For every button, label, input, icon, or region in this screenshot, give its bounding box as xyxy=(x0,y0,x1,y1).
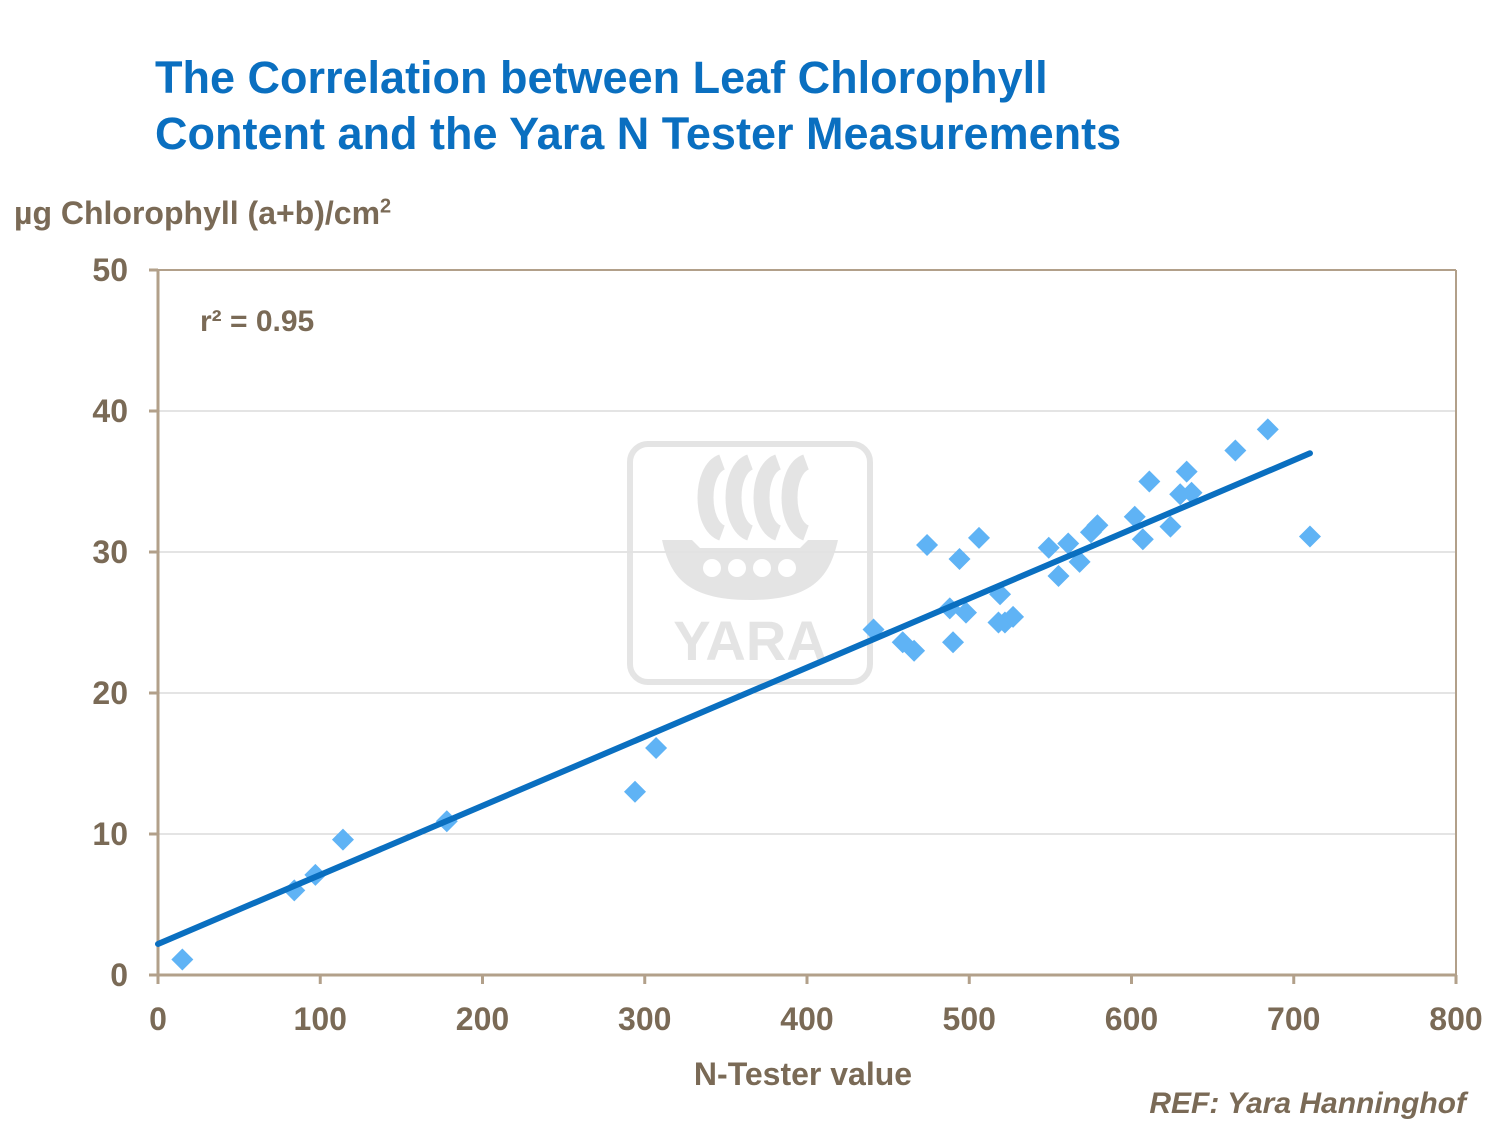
data-point xyxy=(1256,418,1279,441)
data-point xyxy=(1138,470,1161,493)
y-tick-label: 0 xyxy=(110,957,128,993)
data-point xyxy=(948,548,971,571)
data-point xyxy=(916,533,939,556)
chart-title-line-2: Content and the Yara N Tester Measuremen… xyxy=(155,108,1122,159)
y-tick-label: 10 xyxy=(92,816,128,852)
y-tick-label: 20 xyxy=(92,675,128,711)
data-point xyxy=(1175,460,1198,483)
data-points xyxy=(171,418,1321,971)
data-point xyxy=(955,601,978,624)
data-point xyxy=(171,948,194,971)
data-point xyxy=(1037,536,1060,559)
data-point xyxy=(645,736,668,759)
data-point xyxy=(1123,505,1146,528)
yara-viking-ship-logo-icon xyxy=(662,454,838,600)
y-tick-label: 40 xyxy=(92,393,128,429)
data-point xyxy=(1159,515,1182,538)
chart-title-line-1: The Correlation between Leaf Chlorophyll xyxy=(155,52,1048,103)
trendline xyxy=(155,450,1313,947)
x-tick-label: 800 xyxy=(1429,1001,1482,1037)
data-point xyxy=(1047,564,1070,587)
x-tick-label: 0 xyxy=(149,1001,167,1037)
data-point xyxy=(1002,605,1025,628)
y-tick-label: 50 xyxy=(92,252,128,288)
x-tick-label: 600 xyxy=(1105,1001,1158,1037)
reference-note: REF: Yara Hanninghof xyxy=(1149,1087,1466,1120)
data-point xyxy=(1086,514,1109,537)
y-axis-label-text: µg Chlorophyll (a+b)/cm xyxy=(14,195,381,231)
x-tick-label: 300 xyxy=(618,1001,671,1037)
data-point xyxy=(1131,528,1154,551)
data-point xyxy=(331,828,354,851)
logo-wordmark: YARA xyxy=(673,609,827,672)
x-tick-label: 700 xyxy=(1267,1001,1320,1037)
logo-frame xyxy=(627,441,873,685)
y-axis-label: µg Chlorophyll (a+b)/cm2 xyxy=(14,195,391,232)
data-point xyxy=(903,639,926,662)
axes xyxy=(149,268,1458,984)
trendline-group xyxy=(155,450,1313,947)
x-tick-label: 400 xyxy=(780,1001,833,1037)
x-tick-label: 200 xyxy=(456,1001,509,1037)
data-point xyxy=(1057,532,1080,555)
x-axis-label: N-Tester value xyxy=(694,1056,912,1092)
data-point xyxy=(624,780,647,803)
x-tick-label: 100 xyxy=(294,1001,347,1037)
data-point xyxy=(1298,525,1321,548)
chart-title: The Correlation between Leaf Chlorophyll… xyxy=(155,50,1121,162)
y-axis-label-superscript: 2 xyxy=(380,195,392,218)
data-point xyxy=(1224,439,1247,462)
y-tick-label: 30 xyxy=(92,534,128,570)
x-tick-label: 500 xyxy=(943,1001,996,1037)
data-point xyxy=(942,631,965,654)
r-squared-annotation: r² = 0.95 xyxy=(200,305,314,338)
data-point xyxy=(967,526,990,549)
yara-logo-watermark: YARA xyxy=(627,441,873,685)
